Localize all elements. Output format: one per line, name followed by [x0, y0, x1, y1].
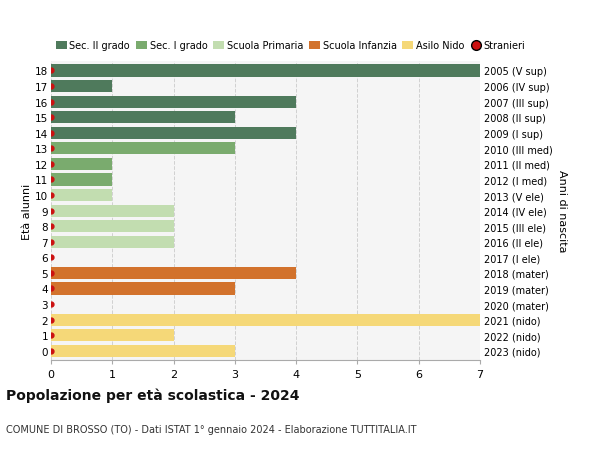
Bar [51, 267, 296, 280]
Bar [51, 81, 112, 93]
Bar [51, 221, 173, 233]
Bar [51, 174, 112, 186]
Text: COMUNE DI BROSSO (TO) - Dati ISTAT 1° gennaio 2024 - Elaborazione TUTTITALIA.IT: COMUNE DI BROSSO (TO) - Dati ISTAT 1° ge… [6, 425, 416, 435]
Bar [51, 128, 296, 140]
Bar [51, 283, 235, 295]
Y-axis label: Età alunni: Età alunni [22, 183, 32, 239]
Bar [51, 330, 173, 341]
Text: Popolazione per età scolastica - 2024: Popolazione per età scolastica - 2024 [6, 388, 299, 403]
Bar [51, 96, 296, 108]
Bar [51, 205, 173, 217]
Bar [51, 236, 173, 248]
Bar [51, 345, 235, 357]
Bar [51, 65, 480, 78]
Bar [51, 143, 235, 155]
Legend: Sec. II grado, Sec. I grado, Scuola Primaria, Scuola Infanzia, Asilo Nido, Stran: Sec. II grado, Sec. I grado, Scuola Prim… [56, 41, 526, 51]
Y-axis label: Anni di nascita: Anni di nascita [557, 170, 567, 252]
Bar [51, 190, 112, 202]
Bar [51, 158, 112, 171]
Bar [51, 314, 480, 326]
Bar [51, 112, 235, 124]
